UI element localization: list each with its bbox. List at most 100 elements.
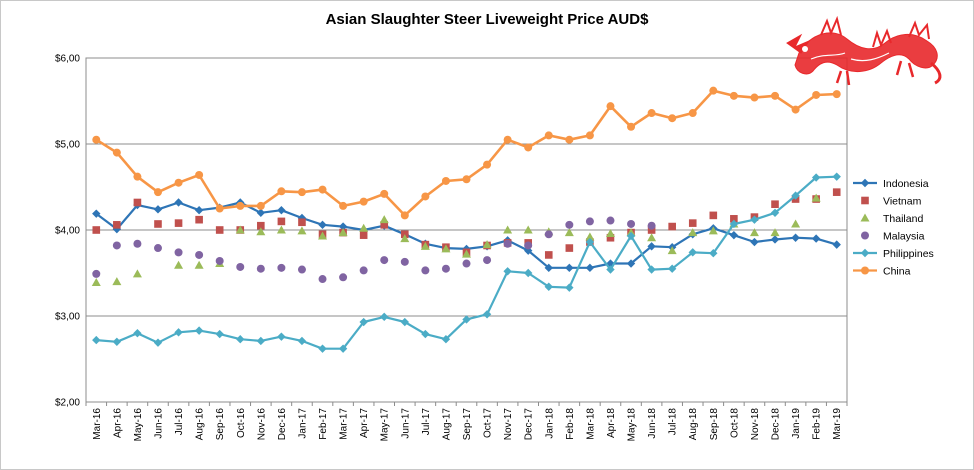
data-point [277, 206, 286, 215]
series-line [95, 89, 837, 217]
data-point [153, 205, 163, 214]
data-point [606, 265, 615, 274]
data-point [215, 226, 224, 234]
data-point [860, 213, 870, 222]
data-point [133, 239, 142, 248]
data-point [133, 172, 142, 181]
x-tick-label: Nov-17 [503, 408, 514, 441]
data-point [544, 131, 553, 140]
legend-item-thailand: Thailand [860, 213, 923, 225]
legend-item-china: China [853, 265, 911, 277]
chart-title: Asian Slaughter Steer Liveweight Price A… [325, 11, 649, 28]
data-point [647, 233, 657, 242]
data-point [791, 219, 801, 228]
data-point [647, 226, 656, 234]
data-point [482, 240, 492, 249]
x-tick-label: Dec-18 [771, 408, 782, 441]
data-point [729, 219, 739, 229]
series-malaysia [92, 216, 656, 284]
x-tick-label: Jun-16 [153, 408, 164, 439]
y-tick-label: $5,00 [55, 140, 80, 151]
data-point [297, 265, 306, 274]
x-tick-label: Mar-16 [92, 408, 103, 440]
data-point [256, 201, 265, 210]
data-point [113, 221, 121, 229]
data-point [667, 246, 677, 255]
data-point [318, 275, 327, 284]
data-point [92, 269, 101, 278]
legend: Indonesia Vietnam Thailand Malaysia Philippi… [853, 178, 934, 277]
data-point [318, 344, 327, 353]
data-point [860, 178, 870, 188]
legend-label: Vietnam [883, 195, 922, 207]
data-point [688, 228, 698, 237]
legend-label: Philippines [883, 248, 934, 260]
data-point [626, 231, 636, 241]
data-point [380, 189, 389, 198]
x-tick-label: Jan-18 [544, 408, 555, 439]
data-point [812, 90, 821, 99]
data-point [91, 277, 101, 286]
data-point [811, 173, 821, 182]
x-tick-label: Jul-18 [668, 408, 679, 436]
data-point [688, 109, 697, 118]
x-tick-label: Jun-17 [400, 408, 411, 439]
y-tick-label: $2,00 [55, 398, 80, 409]
data-point [565, 135, 574, 144]
data-point [544, 282, 553, 291]
data-point [174, 219, 183, 227]
data-point [861, 231, 869, 240]
data-point [441, 335, 451, 344]
x-tick-label: Mar-19 [832, 408, 843, 440]
x-tick-label: Oct-18 [729, 408, 740, 438]
data-point [277, 187, 286, 196]
data-point [215, 329, 224, 339]
x-tick-label: Dec-16 [277, 408, 288, 441]
data-point [482, 310, 492, 319]
series-layer [91, 86, 841, 353]
data-point [668, 114, 677, 123]
data-point [647, 242, 656, 251]
data-point [297, 188, 306, 197]
data-point [606, 233, 615, 242]
data-point [420, 241, 430, 250]
data-point [605, 228, 615, 237]
data-point [503, 267, 512, 276]
data-point [174, 260, 184, 269]
data-point [750, 215, 759, 224]
data-point [483, 256, 492, 265]
data-point [400, 317, 409, 327]
data-point [92, 226, 101, 234]
y-tick-label: $4,00 [55, 226, 80, 237]
data-point [277, 217, 286, 226]
x-tick-label: Jan-17 [297, 408, 308, 439]
data-point [606, 259, 615, 268]
x-tick-label: May-16 [133, 408, 144, 442]
legend-item-vietnam: Vietnam [861, 195, 922, 207]
data-point [298, 218, 306, 227]
x-tick-label: Apr-17 [359, 408, 370, 438]
x-tick-label: Feb-19 [812, 408, 823, 440]
legend-item-philippines: Philippines [853, 248, 934, 260]
data-point [462, 249, 471, 258]
data-point [195, 215, 203, 224]
x-tick-label: May-18 [627, 408, 638, 442]
x-tick-label: Nov-18 [750, 408, 761, 441]
data-point [400, 257, 409, 266]
data-point [174, 198, 183, 207]
x-tick-label: Mar-18 [585, 408, 596, 440]
x-tick-label: Aug-16 [195, 408, 206, 441]
x-tick-label: Feb-18 [565, 408, 576, 440]
x-tick-label: Dec-17 [524, 408, 535, 441]
data-point [606, 102, 615, 111]
data-point [564, 228, 574, 237]
data-point [236, 201, 245, 210]
data-point [667, 264, 677, 273]
dragon-logo-icon [786, 15, 942, 86]
data-point [729, 91, 738, 100]
data-point [832, 172, 841, 181]
data-point [359, 223, 369, 232]
x-tick-label: Sep-18 [709, 408, 720, 441]
x-tick-label: Aug-17 [441, 408, 452, 441]
data-point [112, 148, 121, 157]
